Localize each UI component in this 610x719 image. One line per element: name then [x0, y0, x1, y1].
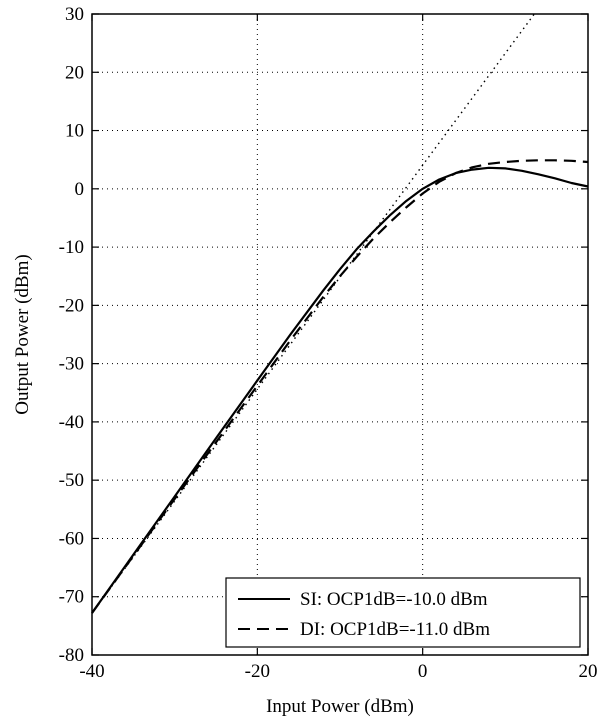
legend-box [225, 577, 581, 648]
y-tick-label: 30 [65, 4, 84, 25]
series-line-linear-reference [91, 13, 535, 614]
y-tick-label: -10 [59, 237, 84, 258]
y-tick-label: -60 [59, 528, 84, 549]
plot-frame [91, 13, 589, 656]
y-axis-label: Output Power (dBm) [12, 254, 33, 414]
grid-layer [92, 14, 588, 655]
y-tick-label: -80 [59, 645, 84, 666]
y-tick-label: 20 [65, 62, 84, 83]
y-tick-label: 10 [65, 121, 84, 142]
series-line-di [91, 159, 589, 614]
x-tick-label: -40 [79, 661, 104, 682]
y-tick-label: -30 [59, 354, 84, 375]
series-line-si [91, 166, 589, 614]
x-tick-label: 20 [579, 661, 598, 682]
x-tick-label: 0 [418, 661, 428, 682]
y-tick-label: -70 [59, 587, 84, 608]
legend: SI: OCP1dB=-10.0 dBm DI: OCP1dB=-11.0 dB… [225, 577, 581, 648]
y-tick-label: -40 [59, 412, 84, 433]
tick-layer: -40 -20 0 20 -80 -70 -60 -50 -40 -30 -20 -10 0 10 20 30 [59, 4, 598, 682]
y-tick-label: -50 [59, 470, 84, 491]
legend-label-si: SI: OCP1dB=-10.0 dBm [300, 589, 488, 610]
y-tick-label: -20 [59, 295, 84, 316]
series-layer [91, 13, 589, 614]
x-axis-label: Input Power (dBm) [266, 696, 414, 717]
x-tick-label: -20 [245, 661, 270, 682]
legend-label-di: DI: OCP1dB=-11.0 dBm [300, 619, 490, 640]
y-tick-label: 0 [75, 179, 85, 200]
